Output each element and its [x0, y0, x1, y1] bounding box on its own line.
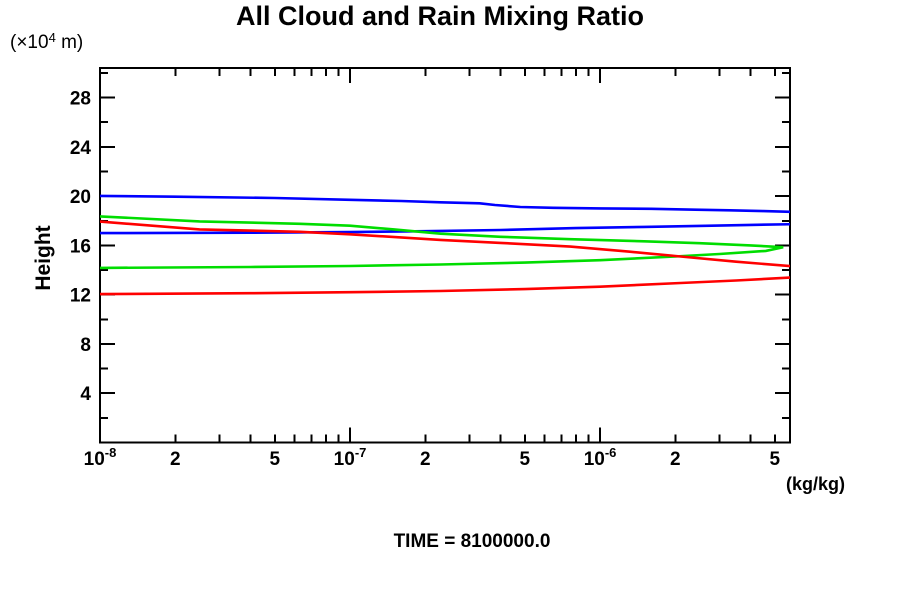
series-profile-blue: [100, 194, 790, 235]
y-tick-label: 12: [70, 286, 91, 307]
x-tick-label: 5: [269, 449, 280, 470]
x-tick-label: 10-8: [84, 445, 117, 470]
x-tick-label: 5: [770, 449, 781, 470]
axis-box: [99, 67, 791, 444]
y-axis-unit-exponent: 4: [48, 30, 56, 45]
x-tick-label: 10-6: [584, 445, 617, 470]
y-tick-label: 28: [70, 89, 91, 110]
x-tick-label: 2: [170, 449, 181, 470]
x-tick-label: 10-7: [334, 445, 367, 470]
chart-title: All Cloud and Rain Mixing Ratio: [236, 1, 644, 31]
y-tick-label: 4: [80, 384, 91, 405]
x-tick-label: 2: [670, 449, 681, 470]
series-profile-green: [100, 215, 784, 270]
series-profile-red: [100, 220, 790, 296]
x-tick-label: 5: [520, 449, 531, 470]
y-tick-label: 16: [70, 236, 91, 257]
x-tick-label: 2: [420, 449, 431, 470]
y-axis-unit: (×104 m): [10, 30, 84, 53]
y-tick-label: 8: [80, 335, 91, 356]
x-axis-unit: (kg/kg): [785, 474, 845, 494]
y-tick-label: 24: [70, 138, 92, 159]
y-tick-label: 20: [70, 187, 91, 208]
time-annotation: TIME = 8100000.0: [393, 531, 551, 552]
